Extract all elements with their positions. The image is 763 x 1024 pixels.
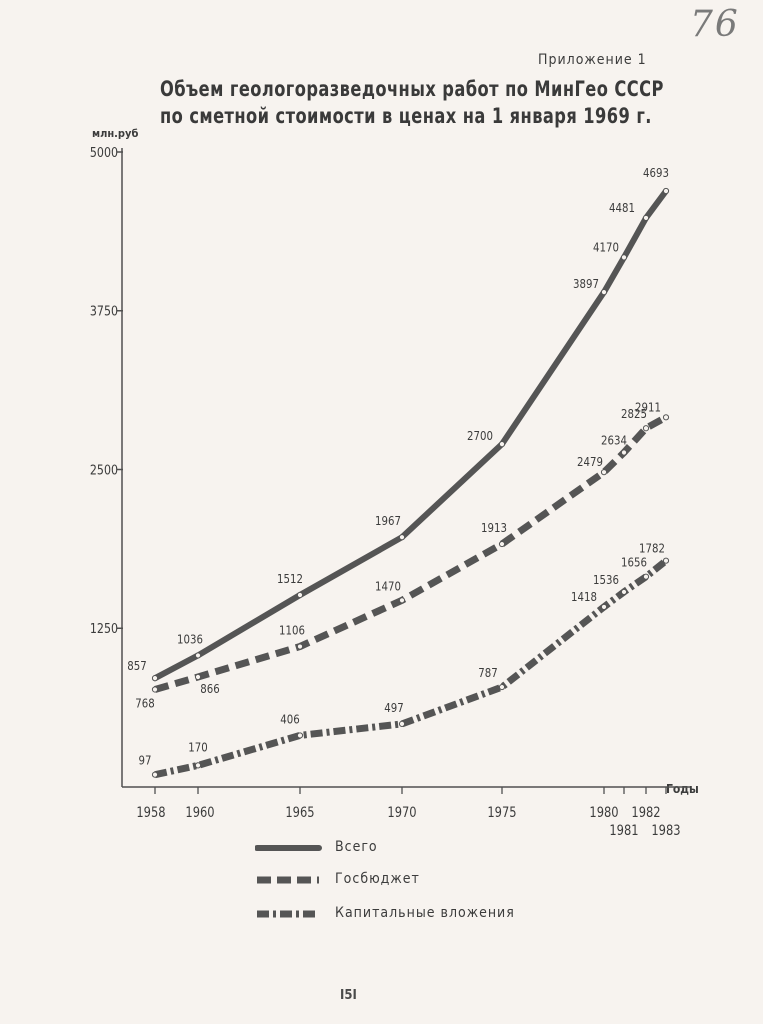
handwritten-page-number: 76 bbox=[690, 4, 740, 45]
x-tick-label: 1982 bbox=[631, 805, 660, 821]
y-tick-label: 1250 bbox=[90, 621, 118, 636]
data-point bbox=[620, 254, 628, 261]
data-label: 406 bbox=[280, 713, 299, 727]
page-number: I5I bbox=[340, 988, 357, 1003]
data-point bbox=[600, 603, 608, 611]
data-point bbox=[498, 683, 506, 691]
x-tick-label: 1960 bbox=[185, 805, 214, 821]
series-line-capital-investment bbox=[154, 557, 669, 779]
data-label: 2825 bbox=[621, 407, 647, 421]
legend-swatch-dashed bbox=[257, 876, 319, 884]
x-tick-label: 1980 bbox=[589, 805, 618, 821]
y-tick-label: 3750 bbox=[90, 304, 118, 319]
data-point bbox=[600, 469, 608, 476]
data-point bbox=[600, 288, 608, 296]
data-label: 1418 bbox=[571, 590, 597, 604]
data-point bbox=[642, 425, 650, 432]
data-point bbox=[620, 449, 628, 456]
data-label: 3897 bbox=[573, 277, 599, 291]
data-label: 97 bbox=[139, 754, 152, 768]
series-line-total bbox=[152, 188, 669, 682]
legend-label-capital-investment: Капитальные вложения bbox=[335, 905, 515, 921]
data-label: 1967 bbox=[375, 514, 401, 528]
data-point bbox=[151, 675, 159, 682]
data-label: 4693 bbox=[643, 166, 669, 180]
data-point bbox=[194, 652, 202, 659]
legend-swatch-solid bbox=[255, 845, 322, 851]
data-label: 2911 bbox=[635, 401, 661, 415]
x-tick-label: 1965 bbox=[285, 805, 314, 821]
x-tick-label: 1975 bbox=[487, 805, 516, 821]
data-label: 1536 bbox=[593, 573, 619, 587]
legend-item-total: Всего bbox=[255, 838, 575, 858]
series-line-state-budget bbox=[154, 414, 668, 693]
data-point bbox=[398, 534, 406, 541]
data-label: 4170 bbox=[593, 241, 619, 255]
data-label: 1036 bbox=[177, 633, 203, 647]
legend-label-state-budget: Госбюджет bbox=[335, 871, 420, 887]
legend-swatch-dash-dot bbox=[257, 910, 319, 918]
data-point bbox=[296, 732, 304, 739]
x-axis-label: Годы bbox=[666, 782, 699, 796]
chart-title: Объем геологоразведочных работ по МинГео… bbox=[160, 76, 664, 130]
data-label: 2479 bbox=[577, 455, 603, 469]
data-label: 1470 bbox=[375, 580, 401, 594]
data-label: 1656 bbox=[621, 556, 647, 570]
data-point bbox=[398, 597, 406, 604]
data-point bbox=[662, 414, 670, 421]
data-point bbox=[498, 441, 506, 448]
data-label: 787 bbox=[478, 666, 497, 680]
data-label: 497 bbox=[384, 701, 403, 715]
data-label: 4481 bbox=[609, 201, 635, 215]
x-tick-label: 1983 bbox=[651, 823, 680, 839]
x-tick-label: 1981 bbox=[609, 823, 638, 839]
data-label: 1512 bbox=[277, 572, 303, 586]
y-axis-label: млн.руб bbox=[92, 127, 139, 140]
data-point bbox=[296, 591, 304, 599]
data-label: 1913 bbox=[481, 521, 507, 535]
data-label: 170 bbox=[188, 741, 207, 755]
data-label: 2634 bbox=[601, 434, 627, 448]
appendix-label: Приложение 1 bbox=[538, 52, 647, 68]
data-point bbox=[498, 540, 506, 548]
data-label: 857 bbox=[127, 659, 146, 673]
data-label: 768 bbox=[135, 697, 154, 711]
data-label: 2700 bbox=[467, 429, 493, 443]
data-point bbox=[194, 762, 202, 769]
y-tick-label: 5000 bbox=[90, 145, 118, 160]
y-tick-label: 2500 bbox=[90, 463, 118, 478]
data-point bbox=[194, 673, 202, 681]
data-label: 866 bbox=[200, 682, 219, 696]
data-point bbox=[620, 588, 628, 596]
legend-label-total: Всего bbox=[335, 839, 378, 855]
legend-item-capital-investment: Капитальные вложения bbox=[255, 904, 575, 924]
data-label: 1106 bbox=[279, 624, 305, 638]
data-point bbox=[151, 771, 159, 778]
x-tick-label: 1970 bbox=[387, 805, 416, 821]
chart-title-line-2: по сметной стоимости в ценах на 1 января… bbox=[160, 104, 652, 128]
data-point bbox=[642, 214, 650, 222]
data-point bbox=[662, 557, 670, 564]
data-point bbox=[296, 643, 304, 650]
data-point bbox=[398, 720, 406, 727]
data-label: 1782 bbox=[639, 542, 665, 556]
data-point bbox=[642, 573, 650, 580]
data-point bbox=[662, 187, 670, 195]
chart-title-line-1: Объем геологоразведочных работ по МинГео… bbox=[160, 77, 664, 101]
legend-item-state-budget: Госбюджет bbox=[255, 870, 575, 890]
data-point bbox=[151, 686, 159, 693]
x-tick-label: 1958 bbox=[136, 805, 165, 821]
